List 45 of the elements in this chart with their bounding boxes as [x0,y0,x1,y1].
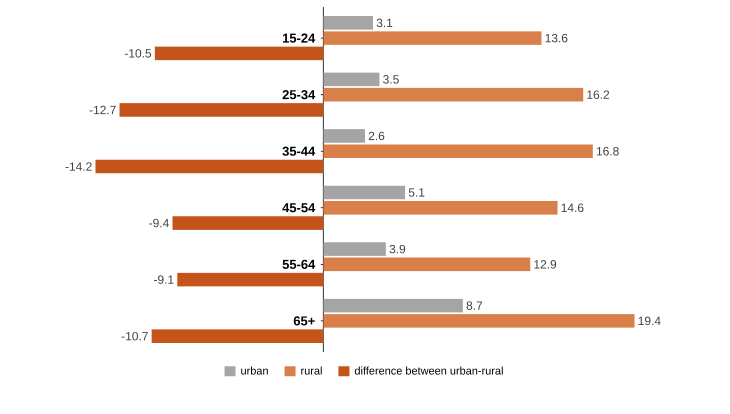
legend-label: urban [241,366,268,375]
y-tick-label: 45-54 [282,203,316,212]
bar [323,88,584,102]
y-tick-label: 25-34 [282,90,316,100]
bar [323,31,542,45]
y-tick-label: 65+ [294,316,315,326]
bar [323,242,386,256]
data-label: 12.9 [534,260,556,269]
bar [172,216,324,230]
bar [95,160,324,174]
bar [120,103,324,117]
data-label: 8.7 [466,301,482,310]
data-label: 19.4 [638,316,661,326]
data-label: 5.1 [408,188,424,197]
bar [323,129,366,143]
bar [323,72,380,86]
data-label: -9.4 [149,218,169,228]
legend-label: difference between urban-rural [354,366,503,375]
bar [177,272,324,286]
data-label: 3.5 [383,75,399,84]
data-label: 3.9 [390,244,406,254]
data-label: 3.1 [376,18,392,28]
y-tick-label: 35-44 [282,146,316,156]
data-label: 2.6 [368,132,384,140]
data-label: 16.2 [587,90,610,99]
data-label: -9.1 [154,275,174,284]
bar [323,200,558,215]
bar [323,298,463,312]
data-label: -10.5 [124,49,152,58]
data-label: 16.8 [596,146,619,156]
bar [323,186,406,200]
bar [323,16,374,30]
legend-label: rural [301,366,322,375]
bar [152,329,324,343]
data-label: 13.6 [546,34,568,42]
data-label: -14.2 [66,162,92,171]
bar [323,314,635,328]
bar [154,46,324,60]
bar [323,258,530,272]
data-label: -12.7 [90,106,116,114]
y-tick-label: 55-64 [282,260,316,269]
data-label: 14.6 [562,204,584,212]
y-tick-label: 15-24 [282,34,316,43]
data-label: -10.7 [122,332,148,340]
bar [323,144,593,158]
